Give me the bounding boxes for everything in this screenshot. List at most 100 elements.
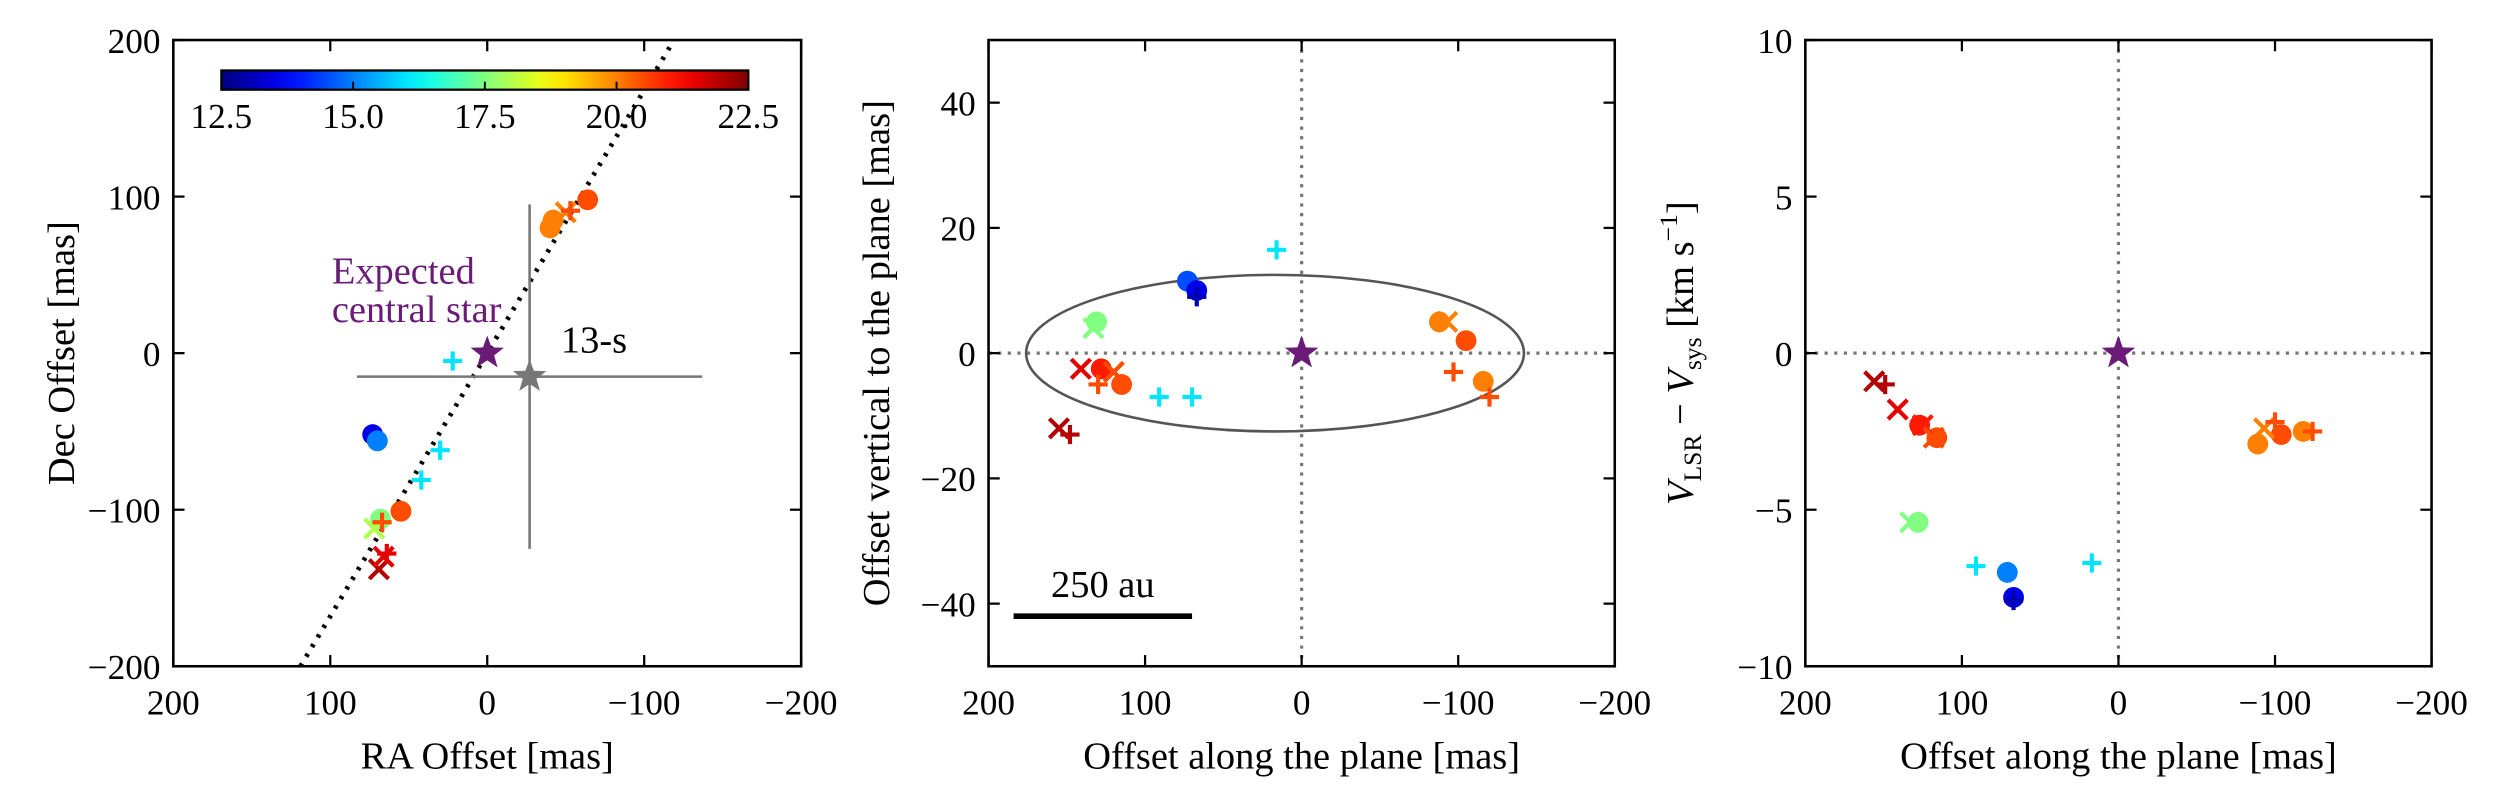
plot-area	[988, 40, 1615, 667]
scale-bar-label: 250 au	[1051, 564, 1155, 606]
point	[372, 545, 395, 568]
point	[1899, 511, 1922, 534]
y-tick-label: −10	[1737, 648, 1792, 687]
y-tick-label: 5	[1775, 178, 1793, 217]
point	[1875, 374, 1895, 395]
x-tick-label: 0	[2110, 683, 2128, 722]
y-axis-label: VLSR − Vsys [km s−1]	[1654, 201, 1707, 505]
point	[2082, 553, 2102, 573]
x-tick-label: 100	[1935, 683, 1988, 722]
x-tick-label: −100	[1422, 683, 1495, 722]
y-tick-label: 100	[108, 178, 161, 217]
y-tick-label: 0	[143, 335, 161, 374]
point	[1455, 330, 1477, 352]
y-axis-label-part: V	[1660, 477, 1702, 505]
point	[372, 512, 392, 532]
annotation: Expected	[332, 250, 475, 292]
x-axis-label: RA Offset [mas]	[361, 736, 614, 778]
star	[512, 359, 547, 391]
plot-area	[1805, 40, 2432, 667]
point	[2247, 433, 2269, 455]
y-axis-label-part: −1	[1654, 214, 1683, 241]
point	[1187, 287, 1207, 307]
y-axis-label-part: V	[1660, 366, 1702, 394]
point	[577, 189, 599, 211]
point	[1922, 426, 1945, 449]
y-axis-label-part: LSR	[1678, 434, 1707, 482]
y-tick-label: −20	[921, 460, 976, 499]
colorbar-tick-label: 17.5	[454, 97, 516, 136]
colorbar-tick-label: 22.5	[717, 97, 779, 136]
point	[1966, 556, 1986, 576]
point	[377, 543, 397, 564]
star	[470, 335, 504, 368]
y-tick-label: −200	[88, 648, 161, 687]
x-tick-label: 100	[304, 683, 357, 722]
point	[1886, 398, 1909, 421]
point	[1182, 387, 1202, 407]
point	[1479, 387, 1500, 407]
y-tick-label: 0	[1775, 335, 1793, 374]
colorbar-tick-label: 20.0	[586, 97, 648, 136]
fit-line	[298, 40, 677, 667]
point	[1069, 357, 1092, 380]
x-tick-label: −200	[765, 683, 838, 722]
point	[2003, 590, 2024, 611]
y-axis-label: Dec Offset [mas]	[41, 221, 83, 485]
point	[390, 500, 412, 522]
star	[2101, 335, 2136, 368]
y-axis-label-part: ]	[1660, 201, 1702, 214]
point	[1443, 362, 1464, 382]
point	[1088, 374, 1108, 395]
point	[411, 470, 431, 490]
x-tick-label: 100	[1119, 683, 1172, 722]
point	[1472, 370, 1494, 392]
y-tick-label: −40	[921, 585, 976, 624]
point	[366, 430, 388, 452]
x-tick-label: −200	[2395, 683, 2468, 722]
x-axis-label: Offset along the plane [mas]	[1900, 736, 2337, 778]
point	[1863, 370, 1886, 393]
y-tick-label: 200	[108, 22, 161, 61]
colorbar-tick-label: 12.5	[191, 97, 253, 136]
model-ellipse	[1024, 273, 1526, 433]
point	[1436, 310, 1459, 333]
y-axis-label: Offset vertical to the plane [mas]	[856, 100, 898, 606]
x-tick-label: −100	[2239, 683, 2312, 722]
annotation: 13-s	[561, 319, 627, 361]
y-tick-label: 10	[1757, 22, 1792, 61]
point	[1060, 424, 1080, 445]
point	[1266, 240, 1287, 260]
x-tick-label: 0	[1293, 683, 1311, 722]
plot-area	[298, 40, 703, 667]
y-axis-label-part: −	[1660, 394, 1702, 435]
point	[1996, 561, 2018, 583]
point	[1102, 360, 1125, 384]
y-tick-label: 40	[941, 84, 976, 123]
point	[539, 217, 561, 239]
annotation: central star	[332, 289, 502, 331]
point	[443, 351, 463, 371]
x-tick-label: 200	[962, 683, 1015, 722]
y-tick-label: −100	[88, 492, 161, 531]
y-tick-label: −5	[1755, 492, 1792, 531]
point	[1111, 374, 1133, 395]
x-tick-label: −100	[608, 683, 681, 722]
y-axis-label-part: sys	[1678, 337, 1707, 370]
y-tick-label: 20	[941, 210, 976, 249]
point	[560, 201, 581, 221]
star	[1284, 335, 1319, 368]
x-axis-label: Offset along the plane [mas]	[1083, 736, 1520, 778]
x-tick-label: 200	[147, 683, 200, 722]
point	[2265, 412, 2285, 432]
point	[1082, 317, 1105, 340]
point	[430, 440, 450, 460]
y-tick-label: 0	[958, 335, 976, 374]
colorbar-tick-label: 15.0	[322, 97, 384, 136]
x-tick-label: 200	[1779, 683, 1832, 722]
y-axis-label-part: [km s	[1660, 241, 1702, 337]
point	[1149, 387, 1169, 407]
x-tick-label: 0	[478, 683, 496, 722]
x-tick-label: −200	[1578, 683, 1651, 722]
